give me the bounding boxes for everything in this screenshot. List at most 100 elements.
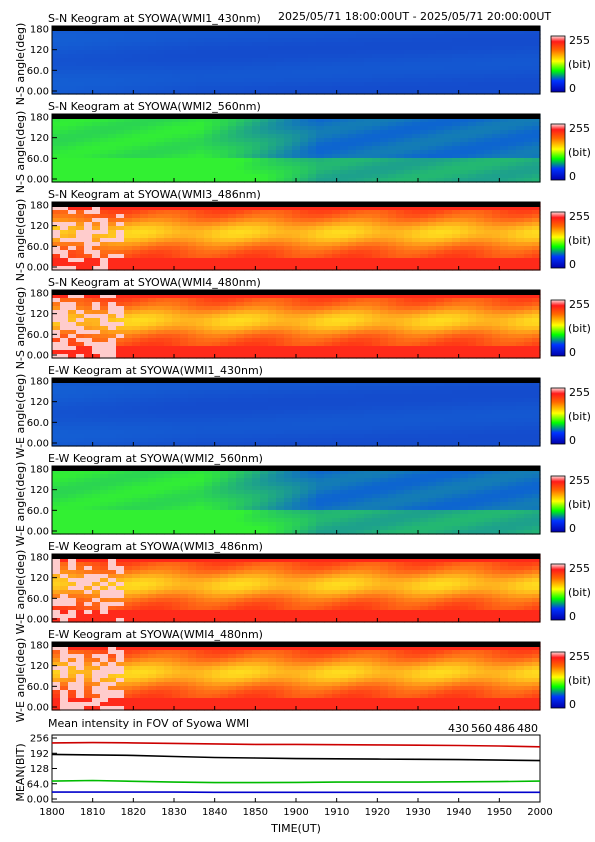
heatmap-cell bbox=[52, 214, 61, 219]
heatmap-cell bbox=[348, 142, 357, 147]
heatmap-cell bbox=[228, 246, 237, 251]
heatmap-cell bbox=[228, 74, 237, 79]
heatmap-cell bbox=[100, 346, 109, 351]
heatmap-cell bbox=[308, 170, 317, 175]
heatmap-cell bbox=[76, 226, 85, 231]
heatmap-cell bbox=[132, 130, 141, 135]
heatmap-cell bbox=[500, 130, 509, 135]
heatmap-cell bbox=[268, 442, 277, 447]
heatmap-cell bbox=[340, 78, 349, 83]
heatmap-cell bbox=[188, 226, 197, 231]
heatmap-cell bbox=[108, 38, 117, 43]
heatmap-cell bbox=[284, 438, 293, 443]
heatmap-cell bbox=[52, 54, 61, 59]
heatmap-cell bbox=[60, 402, 69, 407]
heatmap-cell bbox=[260, 310, 269, 315]
heatmap-cell bbox=[172, 298, 181, 303]
heatmap-cell bbox=[60, 58, 69, 63]
heatmap-cell bbox=[500, 30, 509, 35]
heatmap-cell bbox=[372, 406, 381, 411]
heatmap-cell bbox=[340, 354, 349, 359]
heatmap-cell bbox=[396, 38, 405, 43]
heatmap-cell bbox=[516, 206, 525, 211]
heatmap-cell bbox=[156, 318, 165, 323]
heatmap-cell bbox=[436, 258, 445, 263]
heatmap-cell bbox=[244, 150, 253, 155]
heatmap-cell bbox=[260, 394, 269, 399]
heatmap-cell bbox=[148, 250, 157, 255]
heatmap-cell bbox=[252, 126, 261, 131]
heatmap-cell bbox=[356, 306, 365, 311]
heatmap-cell bbox=[92, 350, 101, 355]
heatmap-cell bbox=[188, 38, 197, 43]
heatmap-cell bbox=[116, 150, 125, 155]
heatmap-cell bbox=[532, 38, 541, 43]
heatmap-cell bbox=[508, 86, 517, 91]
heatmap-cell bbox=[316, 250, 325, 255]
heatmap-cell bbox=[396, 234, 405, 239]
heatmap-cell bbox=[196, 150, 205, 155]
colorbar-min-label: 0 bbox=[569, 170, 576, 183]
heatmap-cell bbox=[116, 210, 125, 215]
heatmap-cell bbox=[252, 42, 261, 47]
heatmap-cell bbox=[100, 242, 109, 247]
heatmap-cell bbox=[212, 306, 221, 311]
heatmap-cell bbox=[340, 158, 349, 163]
heatmap-cell bbox=[76, 322, 85, 327]
heatmap-cell bbox=[156, 310, 165, 315]
heatmap-cell bbox=[524, 354, 533, 359]
heatmap-cell bbox=[340, 318, 349, 323]
heatmap-cell bbox=[116, 310, 125, 315]
heatmap-cell bbox=[348, 262, 357, 267]
heatmap-cell bbox=[68, 430, 77, 435]
heatmap-cell bbox=[116, 58, 125, 63]
heatmap-cell bbox=[212, 38, 221, 43]
heatmap-cell bbox=[452, 354, 461, 359]
heatmap-cell bbox=[284, 302, 293, 307]
heatmap-cell bbox=[460, 314, 469, 319]
heatmap-cell bbox=[212, 58, 221, 63]
heatmap-cell bbox=[260, 66, 269, 71]
heatmap-cell bbox=[140, 178, 149, 183]
heatmap-cell bbox=[116, 46, 125, 51]
heatmap-cell bbox=[84, 142, 93, 147]
heatmap-cell bbox=[388, 34, 397, 39]
heatmap-cell bbox=[380, 150, 389, 155]
heatmap-cell bbox=[380, 130, 389, 135]
heatmap-cell bbox=[428, 46, 437, 51]
heatmap-cell bbox=[260, 326, 269, 331]
heatmap-cell bbox=[436, 294, 445, 299]
heatmap-cell bbox=[156, 174, 165, 179]
heatmap-cell bbox=[92, 126, 101, 131]
heatmap-cell bbox=[428, 306, 437, 311]
heatmap-cell bbox=[260, 266, 269, 271]
heatmap-cell bbox=[524, 246, 533, 251]
heatmap-cell bbox=[108, 394, 117, 399]
heatmap-cell bbox=[148, 170, 157, 175]
heatmap-cell bbox=[140, 206, 149, 211]
y-tick-label: 60.0 bbox=[27, 330, 49, 341]
heatmap-cell bbox=[292, 238, 301, 243]
heatmap-cell bbox=[444, 346, 453, 351]
zenith-mask bbox=[52, 114, 540, 119]
heatmap-cell bbox=[180, 414, 189, 419]
heatmap-cell bbox=[492, 222, 501, 227]
heatmap-cell bbox=[500, 294, 509, 299]
heatmap-cell bbox=[460, 254, 469, 259]
heatmap-cell bbox=[52, 38, 61, 43]
heatmap-cell bbox=[412, 214, 421, 219]
heatmap-cell bbox=[156, 442, 165, 447]
heatmap-cell bbox=[236, 34, 245, 39]
heatmap-cell bbox=[396, 306, 405, 311]
heatmap-cell bbox=[508, 242, 517, 247]
heatmap-cell bbox=[388, 170, 397, 175]
heatmap-cell bbox=[508, 58, 517, 63]
heatmap-cell bbox=[436, 266, 445, 271]
heatmap-cell bbox=[92, 302, 101, 307]
heatmap-cell bbox=[356, 90, 365, 95]
colorbar-max-label: 255 bbox=[569, 122, 590, 135]
heatmap-cell bbox=[308, 222, 317, 227]
heatmap-cell bbox=[52, 298, 61, 303]
heatmap-cell bbox=[236, 398, 245, 403]
heatmap-cell bbox=[452, 78, 461, 83]
